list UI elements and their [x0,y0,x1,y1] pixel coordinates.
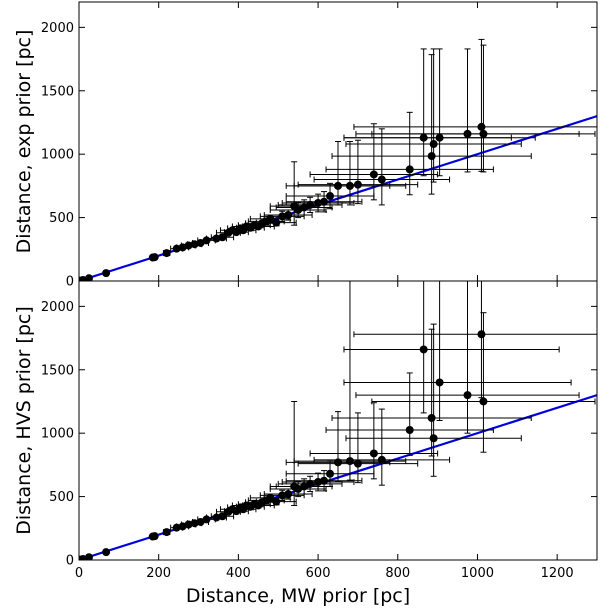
data-point [420,134,428,142]
x-tick-label: 1000 [461,566,494,581]
data-point [436,134,444,142]
x-tick-label: 600 [306,566,331,581]
data-point [420,345,428,353]
data-point [378,176,386,184]
data-point [346,182,354,190]
data-point [346,457,354,465]
x-tick-label: 1200 [541,566,574,581]
data-point [354,181,362,189]
bottom-panel: 0 500 1000 1500 2000 0 200 400 600 800 1000 1200 Dis… [13,248,602,607]
data-point [163,528,171,536]
plot-area [76,39,602,284]
data-point [430,140,438,148]
y-tick-label: 0 [66,275,74,290]
y-tick-label: 500 [49,490,74,505]
data-point [378,456,386,464]
data-point [306,201,314,209]
x-tick-label: 0 [75,566,83,581]
data-point [406,165,414,173]
data-point [477,123,485,131]
data-point [477,330,485,338]
y-tick-label: 2000 [41,21,74,36]
data-point [151,253,159,261]
data-point [370,170,378,178]
data-point [272,219,280,227]
data-point [284,490,292,498]
x-tick-label: 200 [146,566,171,581]
data-point [284,211,292,219]
data-point [464,130,472,138]
data-point [151,532,159,540]
data-point [326,192,334,200]
data-point [464,391,472,399]
data-point [320,198,328,206]
data-point [334,182,342,190]
data-point [326,470,334,478]
data-point [306,480,314,488]
x-tick-label: 800 [385,566,410,581]
data-point [428,414,436,422]
data-point [203,515,211,523]
x-axis-label: Distance, MW prior [pc] [186,585,410,607]
top-y-axis-label: Distance, exp prior [pc] [13,30,35,254]
y-tick-label: 0 [66,554,74,569]
top-panel: 0 500 1000 1500 2000 Distance, exp prior [pc] [13,2,602,290]
data-point [163,249,171,257]
y-tick-label: 1500 [41,363,74,378]
data-point [272,498,280,506]
data-point [334,458,342,466]
x-tick-label: 400 [226,566,251,581]
data-point [406,426,414,434]
data-point [428,152,436,160]
y-tick-label: 1000 [41,148,74,163]
data-point [354,460,362,468]
data-point [203,236,211,244]
bottom-y-axis-label: Distance, HVS prior [pc] [13,306,35,535]
data-point [430,434,438,442]
data-point [370,449,378,457]
data-point [102,548,110,556]
y-tick-label: 500 [49,211,74,226]
data-point [479,397,487,405]
y-tick-label: 2000 [41,300,74,315]
data-point [436,378,444,386]
y-tick-label: 1000 [41,427,74,442]
y-tick-label: 1500 [41,84,74,99]
data-point [102,269,110,277]
data-point [320,477,328,485]
plot-area [76,248,602,564]
data-point [479,130,487,138]
